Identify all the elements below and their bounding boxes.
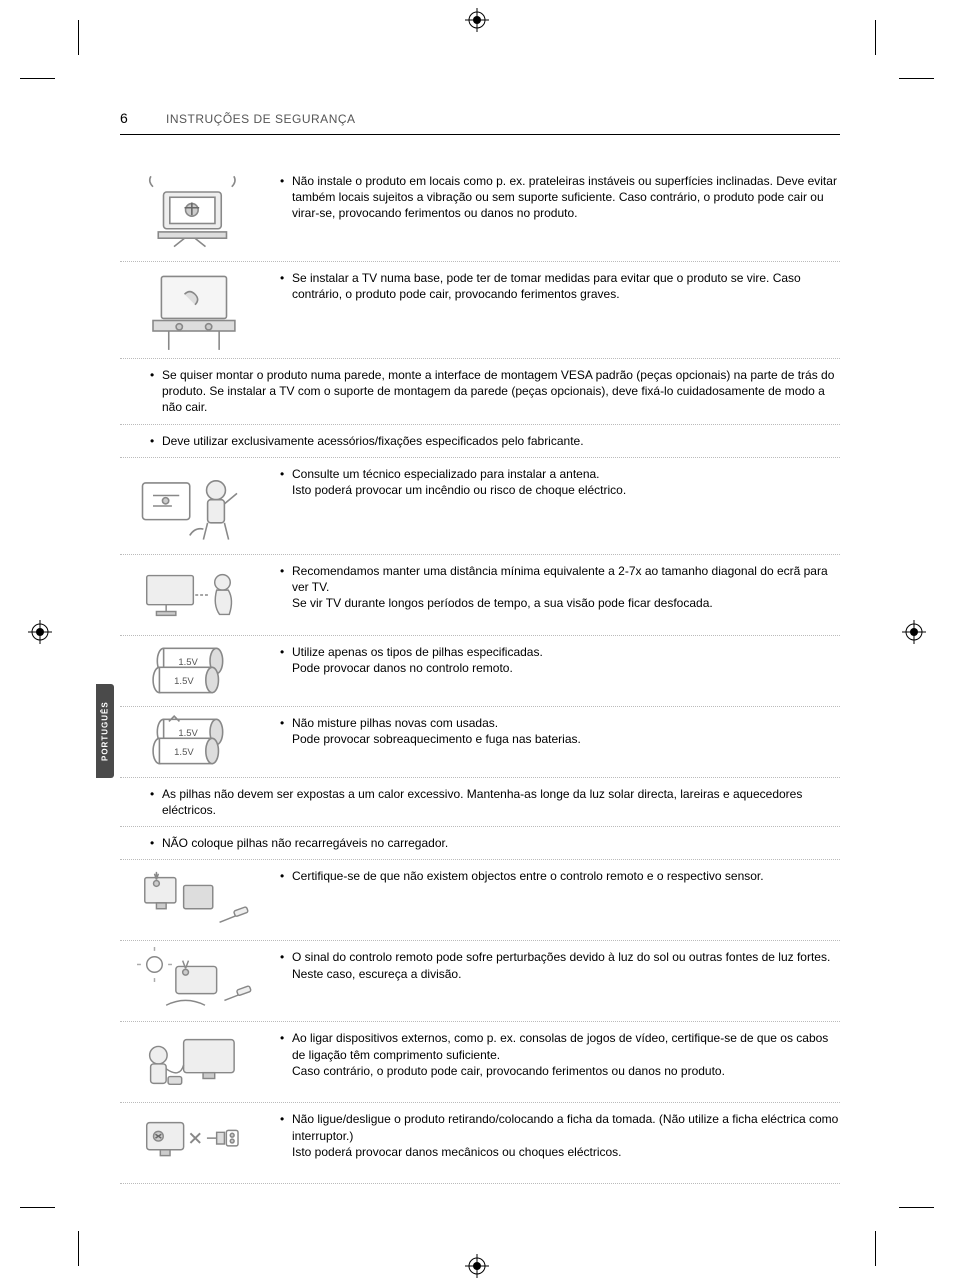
instruction-item: O sinal do controlo remoto pode sofre pe… xyxy=(120,941,840,1022)
remote-obstacle-icon xyxy=(130,866,260,934)
instruction-item: Se instalar a TV numa base, pode ter de … xyxy=(120,262,840,359)
page-header: 6 INSTRUÇÕES DE SEGURANÇA xyxy=(120,110,840,135)
instruction-text: Deve utilizar exclusivamente acessórios/… xyxy=(150,431,840,451)
tv-distance-icon xyxy=(130,561,260,629)
instruction-item: Certifique-se de que não existem objecto… xyxy=(120,860,840,941)
crop-mark xyxy=(899,1207,934,1208)
crop-mark xyxy=(20,78,55,79)
instruction-item: Se quiser montar o produto numa parede, … xyxy=(120,359,840,425)
plug-switch-icon xyxy=(130,1109,260,1177)
remote-sunlight-icon xyxy=(130,947,260,1015)
instruction-item: Consulte um técnico especializado para i… xyxy=(120,458,840,555)
crop-mark xyxy=(875,20,876,55)
registration-mark-icon xyxy=(465,8,489,32)
registration-mark-icon xyxy=(902,620,926,644)
section-title: INSTRUÇÕES DE SEGURANÇA xyxy=(166,112,356,126)
instruction-item: Deve utilizar exclusivamente acessórios/… xyxy=(120,425,840,458)
instruction-text: Se instalar a TV numa base, pode ter de … xyxy=(280,268,840,304)
instruction-text: Recomendamos manter uma distância mínima… xyxy=(280,561,840,614)
instruction-item: As pilhas não devem ser expostas a um ca… xyxy=(120,778,840,827)
instruction-text: Se quiser montar o produto numa parede, … xyxy=(150,365,840,418)
svg-text:1.5V: 1.5V xyxy=(178,728,198,739)
instruction-text: Não instale o produto em locais como p. … xyxy=(280,171,840,224)
registration-mark-icon xyxy=(28,620,52,644)
instruction-text: O sinal do controlo remoto pode sofre pe… xyxy=(280,947,840,983)
instruction-text: Não ligue/desligue o produto retirando/c… xyxy=(280,1109,840,1162)
console-cable-icon xyxy=(130,1028,260,1096)
instruction-text: As pilhas não devem ser expostas a um ca… xyxy=(150,784,840,820)
tv-shelf-wobble-icon xyxy=(130,171,260,255)
svg-text:1.5V: 1.5V xyxy=(174,676,194,687)
page-content: 6 INSTRUÇÕES DE SEGURANÇA Não instale o … xyxy=(120,110,840,1184)
language-tab: PORTUGUÊS xyxy=(96,684,114,778)
instruction-text: Consulte um técnico especializado para i… xyxy=(280,464,840,500)
instruction-item: Não instale o produto em locais como p. … xyxy=(120,165,840,262)
instruction-item: 1.5V 1.5V Não misture pilhas novas com us… xyxy=(120,707,840,778)
instruction-text: NÃO coloque pilhas não recarregáveis no … xyxy=(150,833,840,853)
instruction-item: Não ligue/desligue o produto retirando/c… xyxy=(120,1103,840,1184)
instruction-text: Certifique-se de que não existem objecto… xyxy=(280,866,840,886)
crop-mark xyxy=(875,1231,876,1266)
crop-mark xyxy=(899,78,934,79)
svg-text:1.5V: 1.5V xyxy=(174,747,194,758)
instruction-item: Recomendamos manter uma distância mínima… xyxy=(120,555,840,636)
instructions-list: Não instale o produto em locais como p. … xyxy=(120,165,840,1184)
tv-base-tip-icon xyxy=(130,268,260,352)
instruction-item: NÃO coloque pilhas não recarregáveis no … xyxy=(120,827,840,860)
crop-mark xyxy=(20,1207,55,1208)
crop-mark xyxy=(78,1231,79,1266)
instruction-text: Não misture pilhas novas com usadas.Pode… xyxy=(280,713,840,749)
instruction-item: 1.5V 1.5V Utilize apenas os tipos de pilh… xyxy=(120,636,840,707)
instruction-item: Ao ligar dispositivos externos, como p. … xyxy=(120,1022,840,1103)
instruction-text: Utilize apenas os tipos de pilhas especi… xyxy=(280,642,840,678)
crop-mark xyxy=(78,20,79,55)
antenna-technician-icon xyxy=(130,464,260,548)
batteries-spec-icon: 1.5V 1.5V xyxy=(130,642,260,700)
instruction-text: Ao ligar dispositivos externos, como p. … xyxy=(280,1028,840,1081)
page-number: 6 xyxy=(120,110,138,126)
registration-mark-icon xyxy=(465,1254,489,1278)
svg-text:1.5V: 1.5V xyxy=(178,657,198,668)
batteries-mix-icon: 1.5V 1.5V xyxy=(130,713,260,771)
